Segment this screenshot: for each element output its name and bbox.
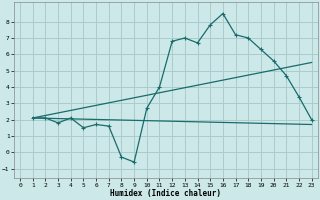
X-axis label: Humidex (Indice chaleur): Humidex (Indice chaleur) (110, 189, 221, 198)
